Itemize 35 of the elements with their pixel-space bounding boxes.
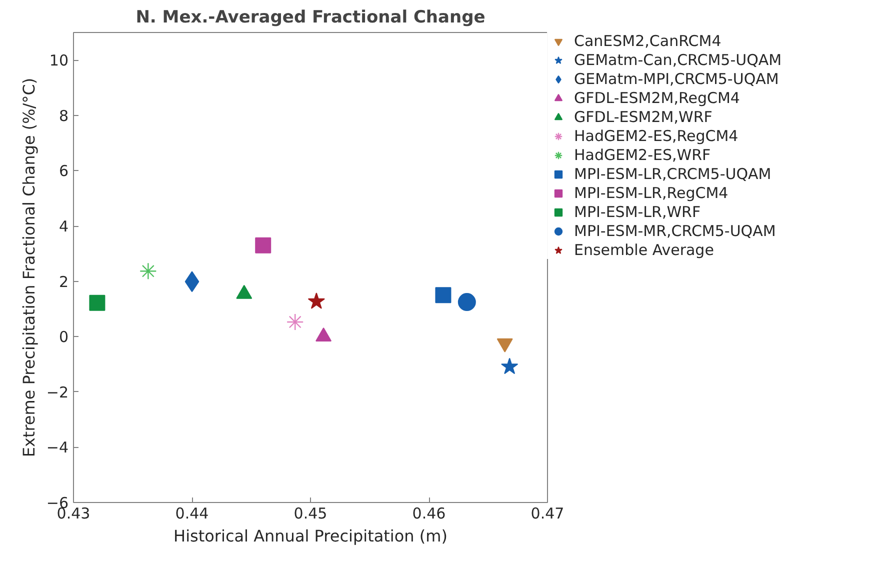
y-tick-label: 10 xyxy=(49,52,69,70)
legend-label: MPI-ESM-MR,CRCM5-UQAM xyxy=(574,222,776,240)
legend-label: GEMatm-MPI,CRCM5-UQAM xyxy=(574,70,779,88)
x-tick-label: 0.45 xyxy=(294,504,328,522)
point xyxy=(435,287,452,304)
point xyxy=(308,292,326,309)
x-tick-label: 0.47 xyxy=(530,504,564,522)
legend-label: GFDL-ESM2M,WRF xyxy=(574,108,712,126)
point xyxy=(89,294,106,311)
y-tick-label: 4 xyxy=(58,218,69,236)
y-tick-label: −2 xyxy=(46,383,69,402)
y-tick-label: 8 xyxy=(58,106,69,125)
point xyxy=(140,262,157,280)
legend-label: MPI-ESM-LR,CRCM5-UQAM xyxy=(574,165,772,183)
point xyxy=(255,237,272,254)
y-axis-title: Extreme Precipitation Fractional Change (%/°C) xyxy=(19,78,38,458)
legend-label: GEMatm-Can,CRCM5-UQAM xyxy=(574,51,782,69)
point xyxy=(500,358,518,374)
y-tick-label: 6 xyxy=(58,162,69,180)
legend-label: CanESM2,CanRCM4 xyxy=(574,32,722,50)
legend-label: HadGEM2-ES,RegCM4 xyxy=(574,127,738,145)
point xyxy=(458,293,476,312)
y-tick-label: −4 xyxy=(46,438,69,457)
legend-label: GFDL-ESM2M,RegCM4 xyxy=(574,89,740,107)
y-tick-label: 0 xyxy=(58,328,69,346)
legend-label: Ensemble Average xyxy=(574,241,714,259)
x-tick-label: 0.46 xyxy=(412,504,446,522)
point xyxy=(286,313,304,331)
legend-label: MPI-ESM-LR,RegCM4 xyxy=(574,184,728,202)
chart-title: N. Mex.-Averaged Fractional Change xyxy=(136,8,486,28)
y-tick-label: 2 xyxy=(58,272,69,291)
legend-label: HadGEM2-ES,WRF xyxy=(574,146,711,164)
x-axis-title: Historical Annual Precipitation (m) xyxy=(174,526,448,546)
legend-label: MPI-ESM-LR,WRF xyxy=(574,203,701,221)
x-tick-label: 0.44 xyxy=(175,504,209,522)
